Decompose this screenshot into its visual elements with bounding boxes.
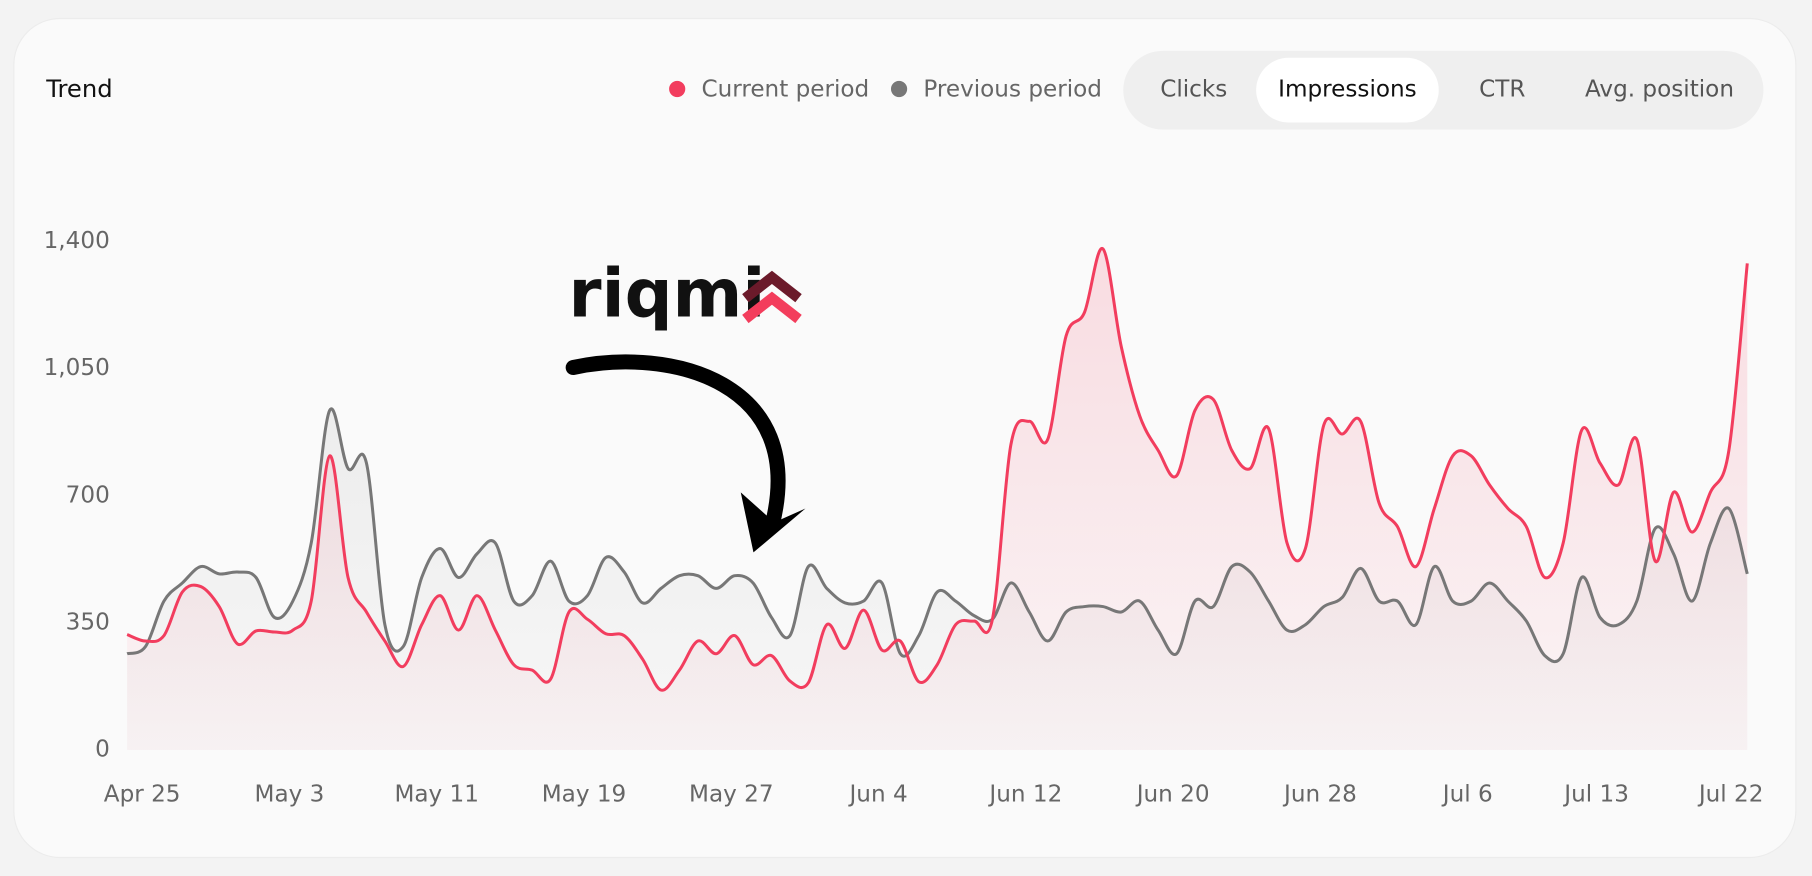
line <box>126 407 1749 664</box>
y-tick-label: 1,050 <box>44 355 110 381</box>
x-tick-label: May 3 <box>255 782 325 808</box>
y-tick-label: 350 <box>66 609 110 635</box>
arrow <box>565 354 786 534</box>
arrow-head <box>740 492 806 553</box>
y-tick-label: 700 <box>66 482 110 508</box>
legend: Current period Previous period <box>669 77 1102 103</box>
logo-chevron <box>742 291 802 324</box>
legend-dot <box>890 80 908 98</box>
watermark-text: riqmi <box>569 255 766 333</box>
y-tick-label: 0 <box>95 737 110 763</box>
tab[interactable]: CTR <box>1479 77 1525 103</box>
card-title: Trend <box>45 74 112 103</box>
tabs: Clicks Impressions CTR Avg. position <box>1160 57 1734 123</box>
x-tick-label: Jun 12 <box>987 782 1062 808</box>
tab[interactable]: Impressions <box>1278 77 1417 103</box>
x-tick-label: Apr 25 <box>104 782 181 808</box>
legend-label: Previous period <box>923 77 1102 103</box>
x-tick-label: May 11 <box>394 782 479 808</box>
x-tick-label: May 27 <box>689 782 774 808</box>
line <box>126 247 1749 692</box>
x-tick-label: Jun 28 <box>1282 782 1357 808</box>
x-tick-label: Jul 22 <box>1697 782 1764 808</box>
area <box>127 248 1748 751</box>
tab[interactable]: Avg. position <box>1585 77 1734 103</box>
tab-selected-bg <box>1256 57 1439 123</box>
watermark: riqmi <box>565 255 806 553</box>
logo-chevron <box>742 270 802 303</box>
x-tick-label: Jun 20 <box>1135 782 1210 808</box>
legend-dot <box>669 80 686 98</box>
y-tick-label: 1,400 <box>44 228 110 254</box>
x-tick-label: Jul 6 <box>1441 782 1493 808</box>
plot: 0 350 700 1,050 1,400 Apr 25 May 3 May 11 May 19… <box>44 228 1764 808</box>
x-tick-label: Jun 4 <box>847 782 907 808</box>
tab[interactable]: Clicks <box>1160 77 1227 103</box>
x-tick-label: Jul 13 <box>1562 782 1629 808</box>
x-tick-label: May 19 <box>542 782 627 808</box>
legend-label: Current period <box>701 77 869 103</box>
